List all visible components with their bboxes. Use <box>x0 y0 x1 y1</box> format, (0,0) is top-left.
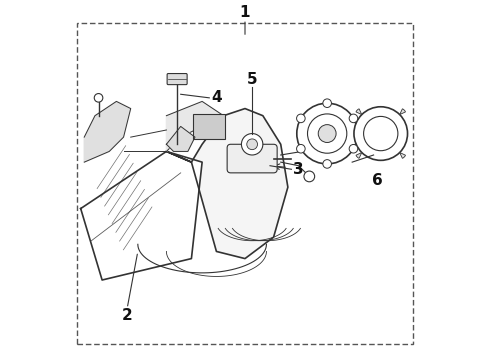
Polygon shape <box>84 102 131 162</box>
Circle shape <box>296 114 305 123</box>
Wedge shape <box>400 109 406 114</box>
Polygon shape <box>167 126 195 152</box>
Circle shape <box>247 139 258 150</box>
Circle shape <box>318 125 336 143</box>
Circle shape <box>308 114 347 153</box>
Polygon shape <box>81 152 202 280</box>
Polygon shape <box>167 109 288 258</box>
Text: 3: 3 <box>294 162 304 177</box>
Wedge shape <box>356 109 362 114</box>
FancyBboxPatch shape <box>167 73 187 85</box>
Circle shape <box>304 171 315 182</box>
Circle shape <box>296 144 305 153</box>
Circle shape <box>349 144 358 153</box>
Text: 6: 6 <box>372 172 383 188</box>
Wedge shape <box>400 153 406 158</box>
Wedge shape <box>356 153 362 158</box>
Circle shape <box>323 99 331 108</box>
Circle shape <box>323 159 331 168</box>
FancyBboxPatch shape <box>193 114 225 139</box>
FancyBboxPatch shape <box>227 144 277 173</box>
Circle shape <box>349 114 358 123</box>
Text: 1: 1 <box>240 5 250 19</box>
Circle shape <box>364 116 398 151</box>
Text: 2: 2 <box>122 308 132 323</box>
Circle shape <box>354 107 408 160</box>
Circle shape <box>94 94 103 102</box>
Polygon shape <box>167 102 223 152</box>
Text: 4: 4 <box>211 90 222 105</box>
Circle shape <box>242 134 263 155</box>
Text: 5: 5 <box>247 72 257 87</box>
Circle shape <box>297 103 358 164</box>
